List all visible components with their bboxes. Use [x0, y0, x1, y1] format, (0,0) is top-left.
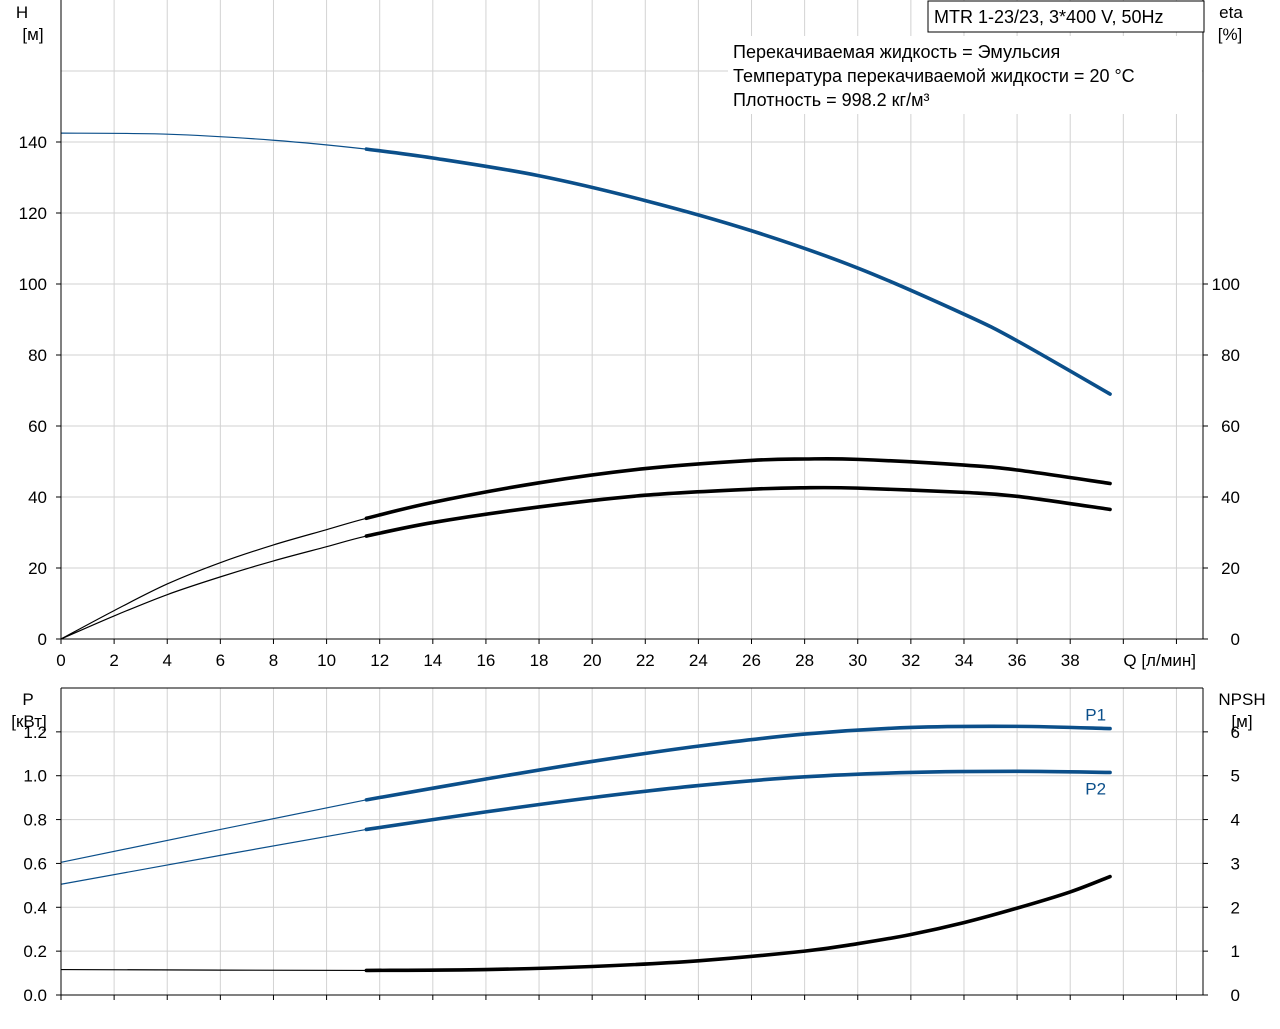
y-tick-label-right: 1	[1231, 942, 1240, 961]
curve-layer	[60, 132, 1112, 973]
x-tick-label: 36	[1008, 651, 1027, 670]
model-box	[927, 0, 1205, 33]
curve-thin	[60, 876, 1111, 972]
y-tick-label-right: 3	[1231, 854, 1240, 873]
x-tick-label: 18	[530, 651, 549, 670]
frame-layer	[56, 0, 1208, 1000]
y-tick-label-left: 60	[28, 417, 47, 436]
y-tick-label-right: 100	[1212, 275, 1240, 294]
y-tick-label-left: 40	[28, 488, 47, 507]
y-tick-label-left: 0	[38, 630, 47, 649]
x-tick-label: 30	[848, 651, 867, 670]
y-tick-label-left: 100	[19, 275, 47, 294]
x-tick-label: 4	[162, 651, 171, 670]
fluid-info-box	[728, 36, 1202, 114]
y-tick-label-left: 1.2	[23, 723, 47, 742]
y-tick-label-left: 80	[28, 346, 47, 365]
y-tick-label-left: 120	[19, 204, 47, 223]
x-tick-label: 14	[423, 651, 442, 670]
y-tick-label-right: 0	[1231, 630, 1240, 649]
y-tick-label-left: 20	[28, 559, 47, 578]
y-tick-label-left: 0.8	[23, 811, 47, 830]
x-tick-label: 10	[317, 651, 336, 670]
axis-unit-npsh: [м]	[1231, 712, 1252, 731]
curve-operating	[364, 147, 1112, 396]
series-label: P1	[1085, 706, 1106, 725]
curve-thin	[60, 458, 1111, 640]
y-tick-label-left: 0.0	[23, 986, 47, 1005]
y-tick-label-left: 0.4	[23, 898, 47, 917]
axis-title-q: Q [л/мин]	[1123, 651, 1196, 670]
y-tick-label-left: 0.2	[23, 942, 47, 961]
curve-operating	[364, 456, 1112, 521]
curve-operating	[364, 485, 1112, 538]
x-tick-label: 8	[269, 651, 278, 670]
y-tick-label-right: 5	[1231, 767, 1240, 786]
model-label: MTR 1-23/23, 3*400 V, 50Hz	[934, 7, 1163, 27]
fluid-info-line: Температура перекачиваемой жидкости = 20…	[733, 66, 1135, 86]
axis-title-p: P	[22, 690, 33, 709]
x-tick-label: 12	[370, 651, 389, 670]
curve-operating	[364, 874, 1112, 973]
y-tick-label-right: 80	[1221, 346, 1240, 365]
x-tick-label: 32	[901, 651, 920, 670]
y-tick-label-right: 60	[1221, 417, 1240, 436]
x-tick-label: 22	[636, 651, 655, 670]
y-tick-label-right: 20	[1221, 559, 1240, 578]
y-tick-label-right: 40	[1221, 488, 1240, 507]
axis-unit-p: [кВт]	[11, 712, 46, 731]
x-tick-label: 34	[955, 651, 974, 670]
y-tick-label-right: 4	[1231, 811, 1240, 830]
x-tick-label: 28	[795, 651, 814, 670]
x-tick-label: 2	[109, 651, 118, 670]
axis-title-npsh: NPSH	[1218, 690, 1265, 709]
curve-thin	[60, 770, 1111, 885]
curve-operating	[364, 724, 1112, 802]
fluid-info-line: Плотность = 998.2 кг/м³	[733, 90, 929, 110]
y-tick-label-right: 6	[1231, 723, 1240, 742]
x-tick-label: 0	[56, 651, 65, 670]
y-tick-label-left: 0.6	[23, 854, 47, 873]
axis-unit-eta: [%]	[1218, 25, 1243, 44]
y-tick-label-left: 1.0	[23, 767, 47, 786]
series-label: P2	[1085, 779, 1106, 798]
y-tick-label-right: 2	[1231, 898, 1240, 917]
y-tick-label-right: 0	[1231, 986, 1240, 1005]
curve-thin	[60, 725, 1111, 863]
x-tick-label: 24	[689, 651, 708, 670]
x-tick-label: 6	[216, 651, 225, 670]
x-tick-label: 38	[1061, 651, 1080, 670]
fluid-info-line: Перекачиваемая жидкость = Эмульсия	[733, 42, 1060, 62]
x-tick-label: 20	[583, 651, 602, 670]
axis-title-eta: eta	[1219, 3, 1243, 22]
axis-unit-h: [м]	[22, 25, 43, 44]
y-tick-label-left: 140	[19, 133, 47, 152]
curve-operating	[364, 769, 1112, 832]
x-tick-label: 16	[476, 651, 495, 670]
x-tick-label: 26	[742, 651, 761, 670]
axis-title-h: H	[16, 3, 28, 22]
